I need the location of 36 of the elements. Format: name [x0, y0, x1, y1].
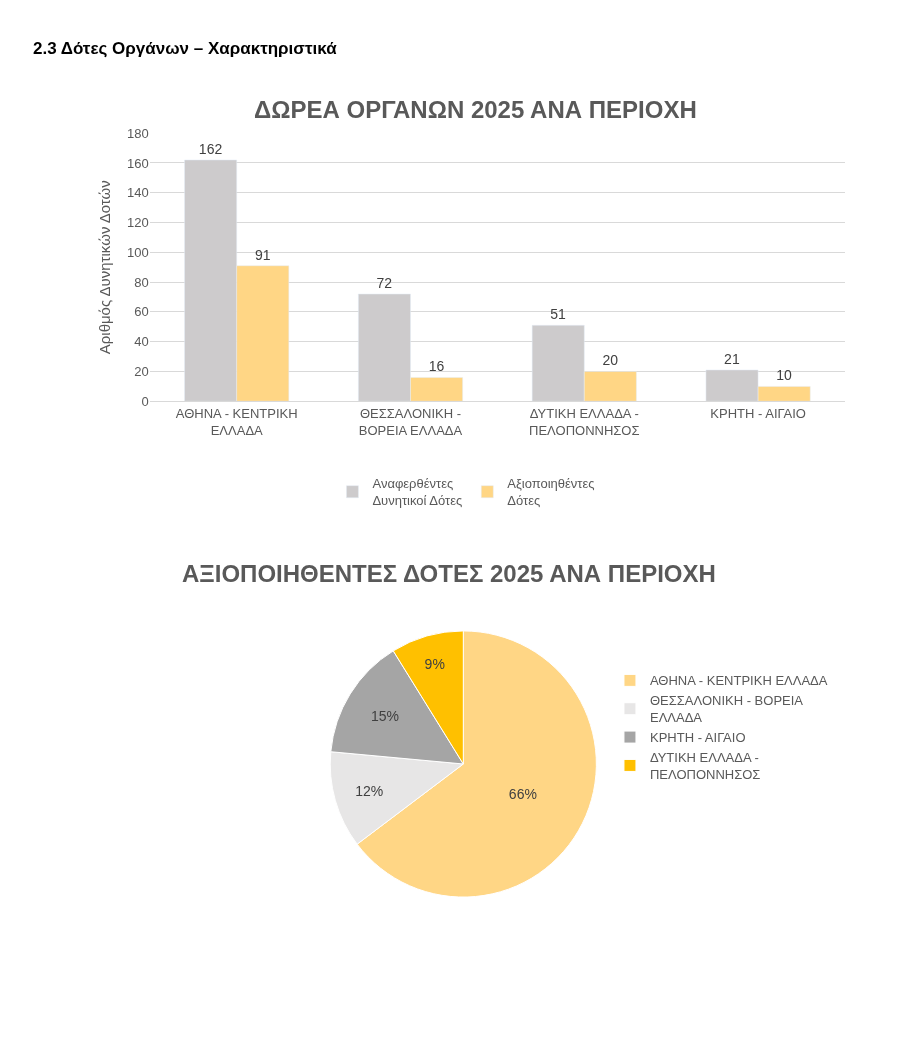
data-label: 9% — [424, 655, 445, 672]
x-tick-label: ΚΡΗΤΗ - ΑΙΓΑΙΟ — [710, 405, 806, 421]
y-tick-label: 20 — [134, 364, 149, 380]
y-tick-label: 40 — [134, 334, 149, 350]
data-label: 72 — [376, 275, 393, 292]
x-tick-label: ΑΘΗΝΑ - ΚΕΝΤΡΙΚΗ ΕΛΛΑΔΑ — [175, 405, 298, 438]
y-tick-label: 140 — [127, 185, 149, 201]
data-label: 91 — [254, 246, 271, 263]
chart-title: ΔΩΡΕΑ ΟΡΓΑΝΩΝ 2025 ΑΝΑ ΠΕΡΙΟΧΗ — [254, 96, 697, 123]
legend-label: ΔΥΤΙΚΗ ΕΛΛΑΔΑ - ΠΕΛΟΠΟΝΝΗΣΟΣ — [649, 750, 761, 782]
legend-label: ΚΡΗΤΗ - ΑΙΓΑΙΟ — [649, 730, 746, 746]
y-tick-label: 0 — [141, 393, 149, 409]
y-tick-label: 100 — [127, 244, 149, 260]
data-label: 10 — [776, 367, 793, 384]
data-label: 162 — [198, 140, 223, 157]
y-tick-label: 60 — [134, 304, 149, 320]
y-tick-label: 180 — [127, 125, 149, 141]
y-tick-label: 160 — [127, 155, 149, 171]
legend-label: Αναφερθέντες Δυνητικοί Δότες — [372, 476, 463, 509]
y-tick-label: 120 — [127, 215, 149, 231]
data-label: 12% — [355, 782, 384, 799]
legend-label: Αξιοποιηθέντες Δότες — [507, 476, 595, 509]
y-axis-title: Αριθμός Δυνητικών Δοτών — [96, 180, 114, 355]
data-label: 15% — [371, 707, 400, 724]
x-tick-label: ΘΕΣΣΑΛΟΝΙΚΗ - ΒΟΡΕΙΑ ΕΛΛΑΔΑ — [358, 405, 463, 438]
x-tick-label: ΔΥΤΙΚΗ ΕΛΛΑΔΑ - ΠΕΛΟΠΟΝΝΗΣΟΣ — [529, 405, 640, 438]
data-label: 51 — [550, 306, 567, 323]
y-tick-label: 80 — [134, 274, 149, 290]
data-label: 16 — [428, 358, 445, 375]
text: 2.3 Δότες Οργάνων – Χαρακτηριστικά — [33, 39, 338, 58]
data-label: 66% — [508, 785, 537, 802]
legend-label: ΑΘΗΝΑ - ΚΕΝΤΡΙΚΗ ΕΛΛΑΔΑ — [649, 673, 828, 689]
data-label: 21 — [724, 350, 740, 367]
chart-title: ΑΞΙΟΠΟΙΗΘΕΝΤΕΣ ΔΟΤΕΣ 2025 ΑΝΑ ΠΕΡΙΟΧΗ — [182, 560, 716, 587]
data-label: 20 — [602, 352, 619, 369]
legend-label: ΘΕΣΣΑΛΟΝΙΚΗ - ΒΟΡΕΙΑ ΕΛΛΑΔΑ — [649, 693, 804, 726]
